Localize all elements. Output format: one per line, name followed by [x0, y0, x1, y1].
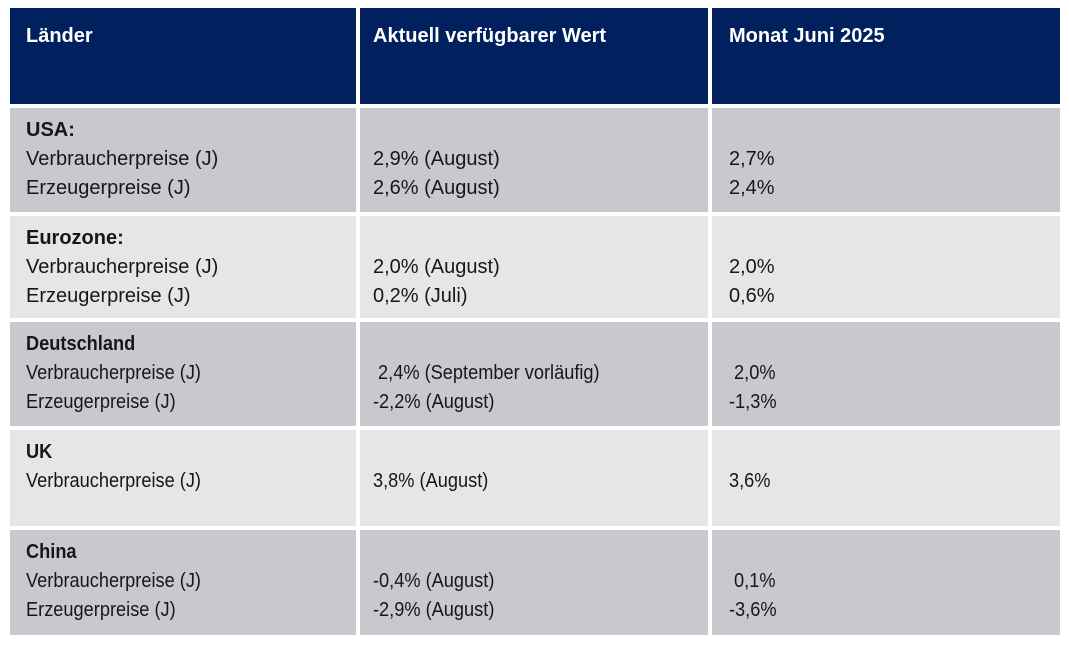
june-value: 2,4%: [729, 177, 775, 199]
country-label: USA:: [26, 119, 75, 141]
row-usa-country-cell: USA: Verbraucherpreise (J) Erzeugerpreis…: [10, 108, 356, 212]
june-value: 0,6%: [729, 285, 775, 307]
header-label-aktueller-wert: Aktuell verfügbarer Wert: [373, 25, 607, 47]
current-value: 0,2% (Juli): [373, 285, 468, 307]
country-label: China: [26, 541, 77, 563]
row-usa-june-cell: 2,7% 2,4%: [712, 108, 1060, 212]
current-value: -0,4% (August): [373, 570, 495, 592]
indicator-label: Verbraucherpreise (J): [26, 256, 219, 278]
current-value: 2,6% (August): [373, 177, 500, 199]
current-value: 2,9% (August): [373, 148, 500, 170]
june-value: 2,0%: [729, 256, 775, 278]
spacer-line: [729, 224, 1050, 253]
indicator-label: Verbraucherpreise (J): [26, 148, 219, 170]
spacer-line: [729, 538, 1021, 567]
spacer-line: [729, 116, 1050, 145]
header-cell-monat-juni: Monat Juni 2025: [712, 8, 1060, 104]
country-label: Eurozone:: [26, 227, 124, 249]
country-label: Deutschland: [26, 333, 136, 355]
header-cell-aktueller-wert: Aktuell verfügbarer Wert: [360, 8, 708, 104]
row-china-june-cell: 0,1% -3,6%: [712, 530, 1060, 635]
june-value: 2,0%: [729, 362, 776, 384]
current-value: 2,4% (September vorläufig): [373, 362, 600, 384]
row-eurozone-country-cell: Eurozone: Verbraucherpreise (J) Erzeuger…: [10, 216, 356, 318]
indicator-label: Verbraucherpreise (J): [26, 362, 202, 384]
row-deutschland-country-cell: Deutschland Verbraucherpreise (J) Erzeug…: [10, 322, 356, 426]
current-value: -2,2% (August): [373, 391, 495, 413]
row-uk-current-cell: 3,8% (August): [360, 430, 708, 526]
country-label: UK: [26, 441, 53, 463]
row-eurozone-june-cell: 2,0% 0,6%: [712, 216, 1060, 318]
header-label-laender: Länder: [26, 25, 93, 47]
spacer-line: [373, 116, 698, 145]
header-cell-laender: Länder: [10, 8, 356, 104]
row-deutschland-current-cell: 2,4% (September vorläufig) -2,2% (August…: [360, 322, 708, 426]
row-eurozone-current-cell: 2,0% (August) 0,2% (Juli): [360, 216, 708, 318]
june-value: -3,6%: [729, 599, 777, 621]
spacer-line: [373, 330, 669, 359]
indicator-label: Verbraucherpreise (J): [26, 570, 202, 592]
indicator-label: Erzeugerpreise (J): [26, 391, 176, 413]
row-china-current-cell: -0,4% (August) -2,9% (August): [360, 530, 708, 635]
row-deutschland-june-cell: 2,0% -1,3%: [712, 322, 1060, 426]
indicator-label: Erzeugerpreise (J): [26, 177, 191, 199]
row-uk-country-cell: UK Verbraucherpreise (J): [10, 430, 356, 526]
indicator-label: Erzeugerpreise (J): [26, 599, 176, 621]
indicator-label: Erzeugerpreise (J): [26, 285, 191, 307]
current-value: 2,0% (August): [373, 256, 500, 278]
indicator-label: Verbraucherpreise (J): [26, 470, 202, 492]
row-uk-june-cell: 3,6%: [712, 430, 1060, 526]
spacer-line: [729, 438, 1021, 467]
june-value: -1,3%: [729, 391, 777, 413]
inflation-data-table: Länder Aktuell verfügbarer Wert Monat Ju…: [10, 8, 1060, 635]
spacer-line: [373, 538, 669, 567]
spacer-line: [729, 330, 1021, 359]
current-value: 3,8% (August): [373, 470, 489, 492]
spacer-line: [373, 438, 669, 467]
june-value: 0,1%: [729, 570, 776, 592]
row-usa-current-cell: 2,9% (August) 2,6% (August): [360, 108, 708, 212]
current-value: -2,9% (August): [373, 599, 495, 621]
header-label-monat-juni: Monat Juni 2025: [729, 25, 885, 47]
row-china-country-cell: China Verbraucherpreise (J) Erzeugerprei…: [10, 530, 356, 635]
june-value: 2,7%: [729, 148, 775, 170]
spacer-line: [373, 224, 698, 253]
june-value: 3,6%: [729, 470, 771, 492]
